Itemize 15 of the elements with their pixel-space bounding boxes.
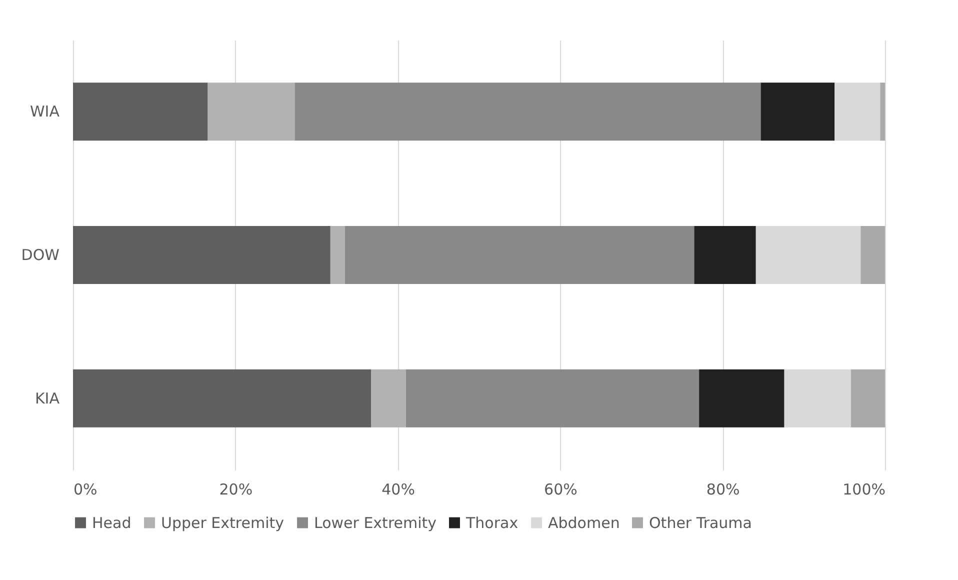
x-tick-label: 40%	[382, 480, 415, 498]
legend-label: Head	[92, 514, 132, 532]
legend-label: Abdomen	[548, 514, 620, 532]
y-tick-label: DOW	[21, 246, 60, 264]
legend-label: Upper Extremity	[161, 514, 284, 532]
x-tick-label: 0%	[74, 480, 98, 498]
x-tick-label: 80%	[706, 480, 740, 498]
x-tick-label: 100%	[842, 480, 886, 498]
legend-label: Lower Extremity	[314, 514, 437, 532]
legend-label: Other Trauma	[649, 514, 752, 532]
x-tick-label: 20%	[219, 480, 253, 498]
x-tick-label: 60%	[544, 480, 578, 498]
y-tick-label: KIA	[34, 389, 60, 408]
legend-label: Thorax	[465, 514, 518, 532]
y-tick-label: WIA	[30, 102, 60, 121]
